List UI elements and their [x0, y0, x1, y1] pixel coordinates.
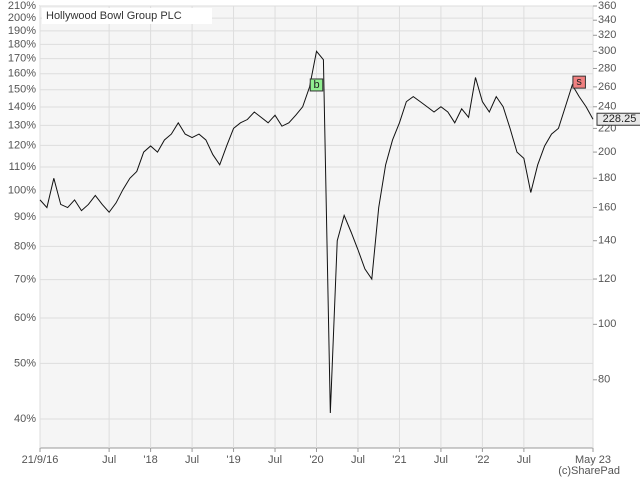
y-tick-label: 90% [14, 211, 36, 223]
x-tick-label: Jul [517, 454, 531, 466]
y2-tick-label: 200 [598, 146, 616, 158]
y-tick-label: 150% [8, 84, 36, 96]
x-tick-label: Jul [351, 454, 365, 466]
marks [39, 50, 594, 414]
y-tick-label: 50% [14, 357, 36, 369]
x-tick-label: '21 [392, 454, 406, 466]
y2-tick-label: 100 [598, 318, 616, 330]
x-tick-label: '22 [475, 454, 489, 466]
annotation-label: b [313, 79, 319, 91]
x-tick-label: '19 [226, 454, 240, 466]
y2-tick-label: 140 [598, 235, 616, 247]
x-tick-label: '18 [143, 454, 157, 466]
y-tick-label: 110% [9, 161, 37, 173]
x-tick-label: Jul [185, 454, 199, 466]
y-tick-label: 130% [8, 119, 36, 131]
y2-tick-label: 120 [598, 273, 616, 285]
y2-tick-label: 160 [598, 201, 616, 213]
grid [39, 5, 594, 448]
y-tick-label: 210% [8, 0, 36, 12]
title-box [42, 8, 212, 24]
y2-tick-label: 360 [598, 0, 616, 12]
y-tick-label: 180% [8, 38, 36, 50]
chart-title: Hollywood Bowl Group PLC [46, 10, 182, 22]
x-tick-label: 21/9/16 [22, 454, 59, 466]
y2-tick-label: 80 [598, 374, 610, 386]
y2-tick-label: 260 [598, 81, 616, 93]
annotation-box [596, 112, 640, 126]
x-tick-label: May 23 [575, 454, 611, 466]
x-tick-label: Jul [434, 454, 448, 466]
x-tick-label: Jul [268, 454, 282, 466]
y-tick-label: 60% [14, 312, 36, 324]
credit: (c)SharePad [558, 465, 620, 477]
y-tick-label: 170% [8, 53, 36, 65]
y-tick-label: 160% [8, 68, 36, 80]
x-tick-label: '20 [309, 454, 323, 466]
annotation-box [572, 75, 586, 89]
y-tick-label: 140% [8, 101, 36, 113]
annotation-box [309, 78, 324, 92]
price-line [39, 50, 594, 414]
y-tick-label: 40% [14, 413, 36, 425]
y-tick-label: 200% [8, 12, 36, 24]
y-tick-label: 70% [14, 274, 36, 286]
y-tick-label: 190% [8, 25, 36, 37]
y-tick-label: 80% [14, 240, 36, 252]
y-tick-label: 120% [8, 139, 36, 151]
x-tick-label: Jul [102, 454, 116, 466]
y2-tick-label: 300 [598, 45, 616, 57]
annotation-label: 228.25 [603, 113, 637, 125]
y-tick-label: 100% [8, 185, 36, 197]
y2-tick-label: 340 [598, 14, 616, 26]
y2-tick-label: 180 [598, 172, 616, 184]
annotation-label: s [576, 76, 582, 88]
y2-tick-label: 320 [598, 29, 616, 41]
y2-tick-label: 280 [598, 62, 616, 74]
y2-tick-label: 240 [598, 101, 616, 113]
